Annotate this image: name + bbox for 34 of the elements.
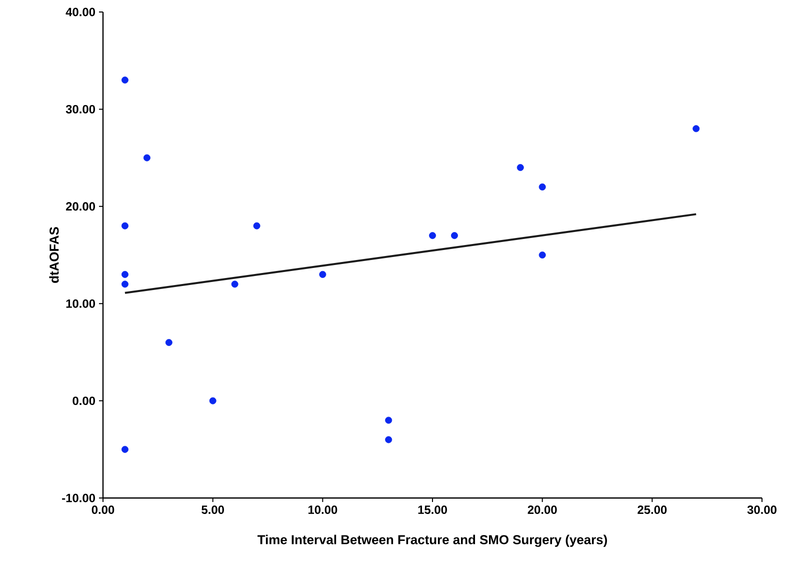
point [121,76,128,84]
y-tick-label: 0.00 [72,396,95,406]
point [121,446,128,453]
point [516,164,524,172]
point [692,125,700,132]
x-tick-label: 20.00 [528,506,557,514]
point [121,280,128,288]
point [209,397,216,404]
point [121,222,128,230]
y-tick-label: 40.00 [66,8,95,16]
y-axis-title: dtAOFAS [49,227,59,283]
x-tick-label: 30.00 [747,506,776,514]
y-tick-label: 20.00 [66,202,95,211]
x-tick-label: 0.00 [92,506,114,514]
point [429,232,436,240]
x-axis-title: Time Interval Between Fracture and SMO Surgery (years) [258,534,607,547]
x-tick-label: 10.00 [308,506,338,514]
point [121,270,128,278]
y-tick-label: -10.00 [62,494,95,502]
point [319,270,326,278]
point [450,232,458,240]
point [253,222,260,230]
point [385,436,392,444]
point [165,338,172,346]
point [538,183,546,190]
x-tick-label: 5.00 [202,506,224,514]
point [231,280,238,288]
x-tick-label: 25.00 [638,506,667,514]
y-tick-label: 30.00 [66,104,95,114]
point [385,416,392,424]
y-tick-label: 10.00 [66,299,95,308]
point [538,252,546,258]
point [143,154,150,162]
x-tick-label: 15.00 [418,506,447,514]
